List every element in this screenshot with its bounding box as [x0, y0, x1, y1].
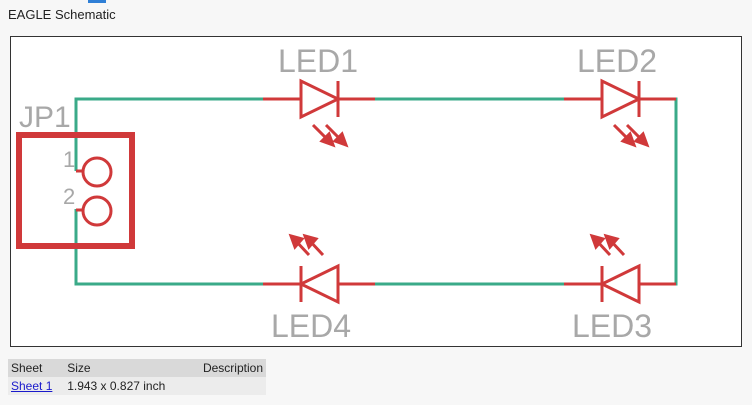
wire-top [74, 97, 678, 286]
column-header-sheet: Sheet [8, 359, 65, 377]
connector-jp1: JP1 1 2 [16, 101, 135, 249]
connector-pin2 [81, 195, 113, 227]
led1-emission-arrows [311, 123, 349, 148]
led2-emission-arrows [612, 123, 650, 148]
connector-label: JP1 [19, 101, 71, 134]
wires [74, 97, 678, 286]
led2-symbol: LED2 [564, 43, 676, 148]
tab-indicator [88, 0, 106, 3]
connector-pin2-label: 2 [63, 184, 75, 209]
schematic-drawing: JP1 1 2 LED1 [16, 43, 678, 344]
led1-symbol: LED1 [263, 43, 375, 148]
led4-emission-arrows [288, 233, 325, 257]
connector-body [16, 132, 135, 249]
led2-diode [600, 78, 643, 120]
led4-label: LED4 [271, 308, 351, 344]
sheet-description [187, 377, 266, 395]
led4-diode [297, 263, 340, 305]
sheet-link[interactable]: Sheet 1 [11, 379, 53, 393]
led1-diode [299, 78, 342, 120]
column-header-description: Description [187, 359, 266, 377]
sheet-table: Sheet Size Description Sheet 1 1.943 x 0… [8, 359, 266, 395]
led2-label: LED2 [577, 43, 657, 79]
connector-pin1-label: 1 [63, 147, 75, 172]
led3-label: LED3 [572, 308, 652, 344]
table-row: Sheet 1 1.943 x 0.827 inch [8, 377, 266, 395]
schematic-canvas: JP1 1 2 LED1 [10, 36, 742, 347]
led3-symbol: LED3 [564, 233, 676, 344]
sheet-size: 1.943 x 0.827 inch [64, 377, 188, 395]
led3-diode [598, 263, 641, 305]
led4-symbol: LED4 [263, 233, 375, 344]
column-header-size: Size [64, 359, 188, 377]
led1-label: LED1 [278, 43, 358, 79]
sheet-table-header: Sheet Size Description [8, 359, 266, 377]
connector-pin1 [81, 156, 113, 188]
led3-emission-arrows [589, 233, 626, 257]
panel-title: EAGLE Schematic [8, 7, 116, 22]
